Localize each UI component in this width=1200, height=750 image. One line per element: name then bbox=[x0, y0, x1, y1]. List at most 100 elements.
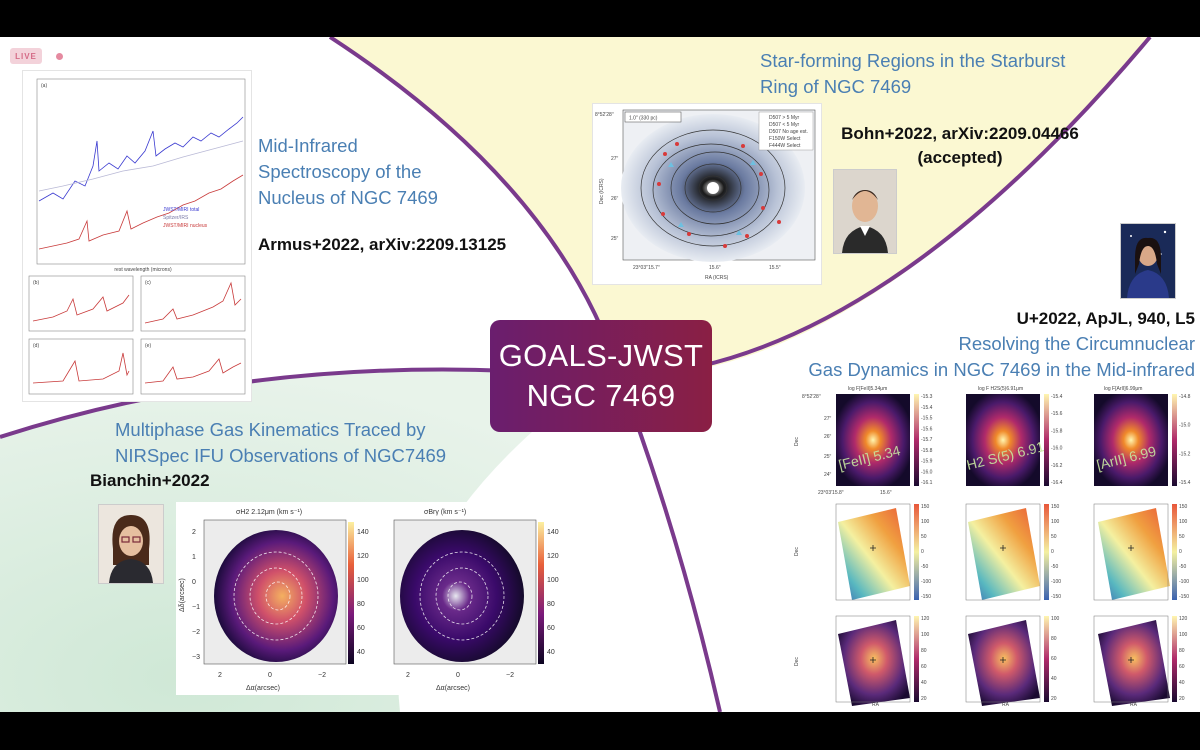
u-vel-cbar-col1-tick-1: 150 bbox=[921, 504, 930, 510]
center-title-line1: GOALS-JWST bbox=[498, 338, 704, 373]
u-flux-cbar-col1-tick-2: -15.4 bbox=[921, 405, 933, 411]
u-vel-cbar-col3-tick-5: -50 bbox=[1179, 564, 1186, 570]
u-vel-cbar-col2-tick-6: -100 bbox=[1051, 579, 1061, 585]
live-badge: LIVE bbox=[10, 48, 42, 64]
bohn-legend-5: F444W Select bbox=[769, 143, 801, 149]
u-disp-cbar-col2-tick-1: 100 bbox=[1051, 616, 1060, 622]
bianchin-map2-xtick-1: 2 bbox=[406, 672, 410, 679]
u-disp-cbar-col3-tick-4: 60 bbox=[1179, 664, 1185, 670]
u-vel-cbar-col2-tick-1: 150 bbox=[1051, 504, 1060, 510]
u-flux-cbar-col2-tick-3: -15.8 bbox=[1051, 428, 1063, 434]
bianchin-dispersion-maps: σH2 2.12μm (km s⁻¹) σBrγ (km s⁻¹) 140 140… bbox=[176, 502, 568, 695]
u-disp-cbar-col1-tick-3: 80 bbox=[921, 648, 927, 654]
bohn-xtick-1: 23°03′’15.7ʺ bbox=[633, 264, 660, 271]
center-title-line2: NGC 7469 bbox=[526, 378, 676, 413]
u-ylabel-row3: Dec bbox=[794, 657, 800, 666]
bianchin-ytick-6: −3 bbox=[192, 654, 200, 661]
u-flux-cbar-col1-tick-1: -15.3 bbox=[921, 394, 933, 400]
u-vel-cbar-col2-tick-4: 0 bbox=[1051, 549, 1054, 555]
u-disp-cbar-col3-tick-3: 80 bbox=[1179, 648, 1185, 654]
bohn-legend-3: D507 No age est. bbox=[769, 129, 808, 135]
u-disp-cbar-col2-tick-2: 80 bbox=[1051, 636, 1057, 642]
u-disp-cbar-col2-tick-3: 60 bbox=[1051, 656, 1057, 662]
u-flux-cbar-col1-tick-4: -15.6 bbox=[921, 426, 933, 432]
bianchin-author-photo bbox=[98, 504, 164, 584]
bianchin-map2-title: σBrγ (km s⁻¹) bbox=[424, 509, 466, 516]
bohn-scale-label: 1.0" (330 pc) bbox=[629, 116, 658, 122]
u-flux-cbar-col1-tick-5: -15.7 bbox=[921, 437, 933, 443]
u-ylabel-row2: Dec bbox=[794, 547, 800, 556]
bohn-ytick-4: 25ʺ bbox=[611, 235, 619, 242]
u-vel-cbar-col3-tick-4: 0 bbox=[1179, 549, 1182, 555]
u-flux-cbar-col2-tick-6: -16.4 bbox=[1051, 480, 1063, 486]
u-disp-cbar-col2-tick-4: 40 bbox=[1051, 676, 1057, 682]
u-flux-cbar-col3-tick-3: -15.2 bbox=[1179, 451, 1191, 457]
bianchin-citation: Bianchin+2022 bbox=[90, 471, 210, 490]
bianchin-ytick-5: −2 bbox=[192, 629, 200, 636]
u-velocity-row: 150 100 50 0 -50 -100 -150 150 100 50 0 -50 -100 -150… bbox=[794, 503, 1189, 601]
armus-legend-spitzer: Spitzer/IRS bbox=[163, 215, 189, 221]
u-vel-cbar-col1-tick-7: -150 bbox=[921, 594, 931, 600]
u-disp-cbar-col1-tick-2: 100 bbox=[921, 632, 930, 638]
bianchin-cbar1-tick-1: 140 bbox=[357, 529, 369, 536]
svg-text:(b): (b) bbox=[33, 280, 39, 286]
u-citation: U+2022, ApJL, 940, L5 bbox=[1016, 309, 1195, 328]
u-ylabel-row1: Dec bbox=[794, 437, 800, 446]
u-disp-cbar-col3-tick-1: 120 bbox=[1179, 616, 1188, 622]
u-dispersion-row: 120100806040201008060402012010080604020 … bbox=[794, 615, 1188, 707]
u-col-title-2: log F H2S(5)6.91μm bbox=[978, 386, 1023, 392]
u-flux-row: log F[FeII]5.34μm log F H2S(5)6.91μm log… bbox=[794, 386, 1191, 486]
u-flux-cbar-col3-tick-4: -15.4 bbox=[1179, 480, 1191, 486]
armus-panel-a-label: (a) bbox=[41, 83, 47, 89]
u-vel-cbar-col2-tick-3: 50 bbox=[1051, 534, 1057, 540]
u-disp-cbar-col1-tick-6: 20 bbox=[921, 696, 927, 702]
u-disp-cbar-col3-tick-2: 100 bbox=[1179, 632, 1188, 638]
u-flux-cbar-col3-tick-1: -14.8 bbox=[1179, 394, 1191, 400]
bianchin-cbar1-tick-6: 40 bbox=[357, 649, 365, 656]
bohn-starforming-map: 1.0" (330 pc) D507 > 5 Myr D507 < 5 Myr … bbox=[592, 103, 822, 285]
u-vel-cbar-col2-tick-5: -50 bbox=[1051, 564, 1058, 570]
svg-text:(d): (d) bbox=[33, 343, 39, 349]
bianchin-map1-title: σH2 2.12μm (km s⁻¹) bbox=[236, 509, 302, 516]
bianchin-cbar1-tick-2: 120 bbox=[357, 553, 369, 560]
armus-xlabel: rest wavelength (microns) bbox=[114, 267, 172, 273]
bianchin-xlabel-2: Δα(arcsec) bbox=[436, 685, 470, 692]
armus-subpanel-d: (d) bbox=[28, 338, 134, 395]
bianchin-map1-xtick-3: −2 bbox=[318, 672, 326, 679]
bianchin-cbar1-tick-5: 60 bbox=[357, 625, 365, 632]
u-flux-cbar-col2-tick-4: -16.0 bbox=[1051, 446, 1063, 452]
bohn-ytick-2: 27ʺ bbox=[611, 155, 619, 162]
u-flux-cbar-col1-tick-7: -15.9 bbox=[921, 459, 933, 465]
bohn-author-photo bbox=[833, 169, 897, 254]
u-vel-cbar-col1-tick-6: -100 bbox=[921, 579, 931, 585]
bianchin-map2-xtick-3: −2 bbox=[506, 672, 514, 679]
u-vel-cbar-col1-tick-3: 50 bbox=[921, 534, 927, 540]
bianchin-ytick-1: 2 bbox=[192, 529, 196, 536]
armus-spectra-figure: (a) rest wavelength (microns) JWST/MIRI … bbox=[22, 70, 252, 402]
presentation-slide: LIVE (a) rest wavelength (microns) JWST/… bbox=[0, 37, 1200, 712]
bohn-citation: Bohn+2022, arXiv:2209.04466 (accepted) bbox=[841, 124, 1079, 167]
u-vel-cbar-col1-tick-2: 100 bbox=[921, 519, 930, 525]
u-vel-cbar-col3-tick-6: -100 bbox=[1179, 579, 1189, 585]
svg-text:(e): (e) bbox=[145, 343, 151, 349]
bianchin-ytick-2: 1 bbox=[192, 554, 196, 561]
u-xtick-2: 15.6ʺ bbox=[880, 489, 892, 496]
bohn-xlabel: RA (ICRS) bbox=[705, 275, 729, 281]
center-title-box: GOALS-JWST NGC 7469 bbox=[490, 320, 712, 432]
u-author-photo bbox=[1120, 223, 1176, 299]
bohn-ytick-1: 8°52′28ʺ bbox=[595, 111, 614, 118]
u-ytick-5: 24ʺ bbox=[824, 471, 832, 478]
armus-section-title: Mid-Infrared Spectroscopy of the Nucleus… bbox=[258, 135, 438, 208]
bianchin-cbar2-tick-6: 40 bbox=[547, 649, 555, 656]
u-vel-cbar-col3-tick-7: -150 bbox=[1179, 594, 1189, 600]
bohn-legend-2: D507 < 5 Myr bbox=[769, 122, 799, 128]
bohn-legend-4: F150W Select bbox=[769, 136, 801, 142]
u-disp-cbar-col3-tick-6: 20 bbox=[1179, 696, 1185, 702]
bohn-section-title: Star-forming Regions in the Starburst Ri… bbox=[760, 50, 1066, 97]
u-ytick-3: 26ʺ bbox=[824, 433, 832, 440]
u-flux-cbar-col1-tick-6: -15.8 bbox=[921, 448, 933, 454]
u-velocity-map-grid: log F[FeII]5.34μm log F H2S(5)6.91μm log… bbox=[788, 380, 1196, 707]
bianchin-cbar2-tick-5: 60 bbox=[547, 625, 555, 632]
bohn-xtick-3: 15.5ʺ bbox=[769, 264, 781, 271]
